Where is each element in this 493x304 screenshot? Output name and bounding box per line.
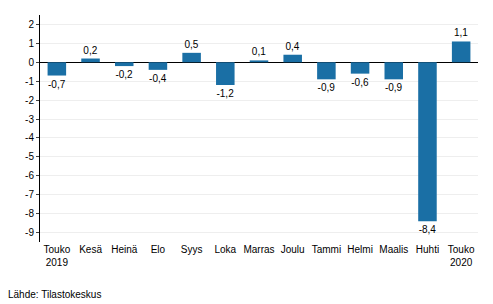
svg-text:Touko2020: Touko2020 (448, 244, 475, 268)
svg-text:-1: -1 (25, 76, 34, 87)
svg-text:-9: -9 (25, 227, 34, 238)
svg-text:-0,6: -0,6 (351, 77, 369, 88)
svg-text:2: 2 (28, 19, 34, 30)
svg-text:-8: -8 (25, 208, 34, 219)
svg-text:-8,4: -8,4 (419, 224, 437, 235)
svg-text:Syys: Syys (181, 244, 203, 255)
svg-text:Joulu: Joulu (281, 244, 305, 255)
svg-text:Tammi: Tammi (312, 244, 341, 255)
svg-text:0,2: 0,2 (83, 45, 97, 56)
svg-text:-1,2: -1,2 (216, 88, 234, 99)
svg-text:Lähde: Tilastokeskus: Lähde: Tilastokeskus (8, 289, 101, 300)
svg-text:Heinä: Heinä (111, 244, 138, 255)
svg-text:-3: -3 (25, 114, 34, 125)
svg-text:-0,7: -0,7 (48, 79, 66, 90)
svg-text:-0,4: -0,4 (149, 73, 167, 84)
svg-text:0: 0 (28, 57, 34, 68)
svg-text:Touko2019: Touko2019 (44, 244, 71, 268)
svg-text:Kesä: Kesä (79, 244, 102, 255)
svg-text:-0,9: -0,9 (385, 82, 403, 93)
svg-text:-7: -7 (25, 189, 34, 200)
svg-text:-4: -4 (25, 132, 34, 143)
svg-text:0,5: 0,5 (184, 39, 198, 50)
svg-text:Loka: Loka (214, 244, 236, 255)
svg-text:1,1: 1,1 (454, 27, 468, 38)
svg-text:0,1: 0,1 (252, 46, 266, 57)
svg-text:-2: -2 (25, 95, 34, 106)
svg-text:-5: -5 (25, 151, 34, 162)
svg-text:Elo: Elo (151, 244, 166, 255)
svg-text:Huhti: Huhti (416, 244, 439, 255)
svg-text:1: 1 (28, 38, 34, 49)
svg-text:-6: -6 (25, 170, 34, 181)
svg-text:Maalis: Maalis (379, 244, 408, 255)
svg-text:-0,2: -0,2 (115, 69, 133, 80)
svg-text:-0,9: -0,9 (318, 82, 336, 93)
svg-text:Helmi: Helmi (347, 244, 373, 255)
svg-text:Marras: Marras (243, 244, 274, 255)
svg-text:0,4: 0,4 (286, 41, 300, 52)
